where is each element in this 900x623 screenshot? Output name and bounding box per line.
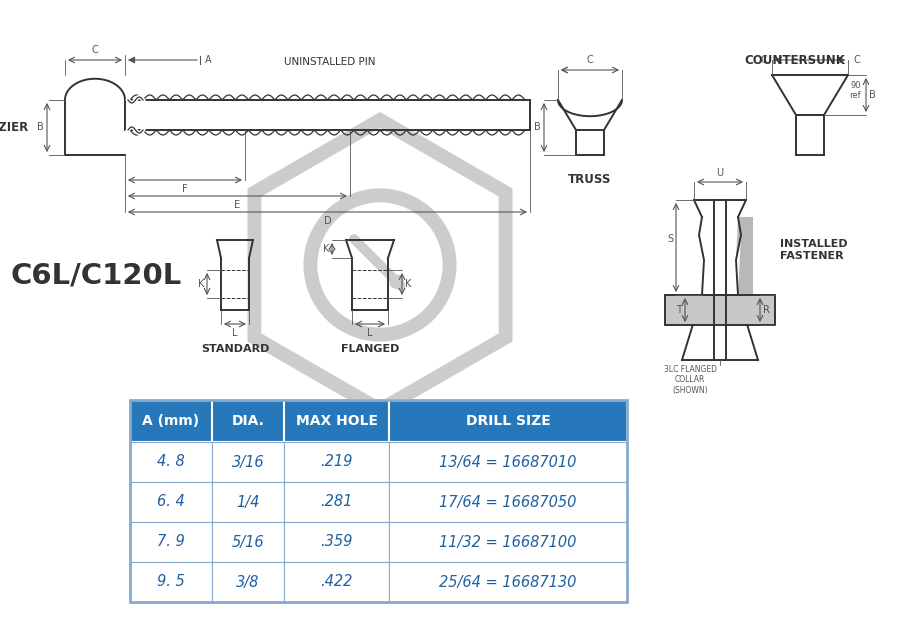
Text: TRUSS: TRUSS <box>568 173 612 186</box>
Bar <box>212 442 284 482</box>
Text: INSTALLED
FASTENER: INSTALLED FASTENER <box>780 239 848 261</box>
Text: .422: .422 <box>320 574 353 589</box>
Bar <box>284 482 389 522</box>
Text: S: S <box>667 234 673 244</box>
Text: 13/64 = 16687010: 13/64 = 16687010 <box>439 455 577 470</box>
Text: C6L/C120L: C6L/C120L <box>10 261 181 289</box>
Text: L: L <box>232 328 238 338</box>
Text: UNINSTALLED PIN: UNINSTALLED PIN <box>284 57 376 67</box>
Text: 1/4: 1/4 <box>237 495 260 510</box>
Text: BRAZIER: BRAZIER <box>0 121 29 134</box>
Text: 3/16: 3/16 <box>231 455 265 470</box>
Text: B: B <box>37 123 44 133</box>
Text: 3/8: 3/8 <box>237 574 260 589</box>
Text: R: R <box>763 305 769 315</box>
Text: D: D <box>324 216 331 226</box>
Text: K: K <box>405 279 411 289</box>
Text: C: C <box>760 55 767 65</box>
Text: U: U <box>716 168 724 178</box>
Bar <box>130 522 212 562</box>
Text: 9. 5: 9. 5 <box>158 574 184 589</box>
Text: .219: .219 <box>320 455 353 470</box>
Text: .281: .281 <box>320 495 353 510</box>
Text: ref: ref <box>850 90 861 100</box>
Text: MAX HOLE: MAX HOLE <box>295 414 377 428</box>
Text: DIA.: DIA. <box>231 414 265 428</box>
Bar <box>130 482 212 522</box>
Text: STANDARD: STANDARD <box>201 344 269 354</box>
Text: F: F <box>182 184 188 194</box>
Text: K: K <box>322 244 329 254</box>
Text: C: C <box>853 55 859 65</box>
Text: L: L <box>367 328 373 338</box>
Text: C: C <box>587 55 593 65</box>
Text: 90: 90 <box>850 80 861 90</box>
Text: 5/16: 5/16 <box>231 535 265 549</box>
Bar <box>389 442 627 482</box>
Text: T: T <box>676 305 682 315</box>
Bar <box>284 562 389 602</box>
Bar <box>130 562 212 602</box>
Text: B: B <box>869 90 876 100</box>
Bar <box>389 562 627 602</box>
Text: 17/64 = 16687050: 17/64 = 16687050 <box>439 495 577 510</box>
Bar <box>665 295 775 325</box>
Text: 3LC FLANGED
COLLAR
(SHOWN): 3LC FLANGED COLLAR (SHOWN) <box>663 365 716 395</box>
Bar <box>284 400 389 442</box>
Text: .359: .359 <box>320 535 353 549</box>
Text: A (mm): A (mm) <box>142 414 200 428</box>
Text: FLANGED: FLANGED <box>341 344 400 354</box>
Bar <box>212 562 284 602</box>
Bar <box>130 400 212 442</box>
Text: B: B <box>535 123 541 133</box>
Bar <box>389 522 627 562</box>
Bar <box>130 400 627 602</box>
Polygon shape <box>736 217 753 295</box>
Text: A: A <box>205 55 212 65</box>
Text: K: K <box>198 279 204 289</box>
Text: 7. 9: 7. 9 <box>158 535 184 549</box>
Text: COUNTERSUNK: COUNTERSUNK <box>744 54 845 67</box>
Bar <box>212 522 284 562</box>
Text: DRILL SIZE: DRILL SIZE <box>465 414 551 428</box>
Text: E: E <box>234 200 240 210</box>
Bar <box>389 400 627 442</box>
Bar <box>284 522 389 562</box>
Text: 25/64 = 16687130: 25/64 = 16687130 <box>439 574 577 589</box>
Text: 11/32 = 16687100: 11/32 = 16687100 <box>439 535 577 549</box>
Text: C: C <box>92 45 98 55</box>
Bar <box>284 442 389 482</box>
Text: 4. 8: 4. 8 <box>158 455 184 470</box>
Bar <box>389 482 627 522</box>
Bar <box>212 482 284 522</box>
Bar <box>130 442 212 482</box>
Bar <box>212 400 284 442</box>
Text: 6. 4: 6. 4 <box>158 495 184 510</box>
